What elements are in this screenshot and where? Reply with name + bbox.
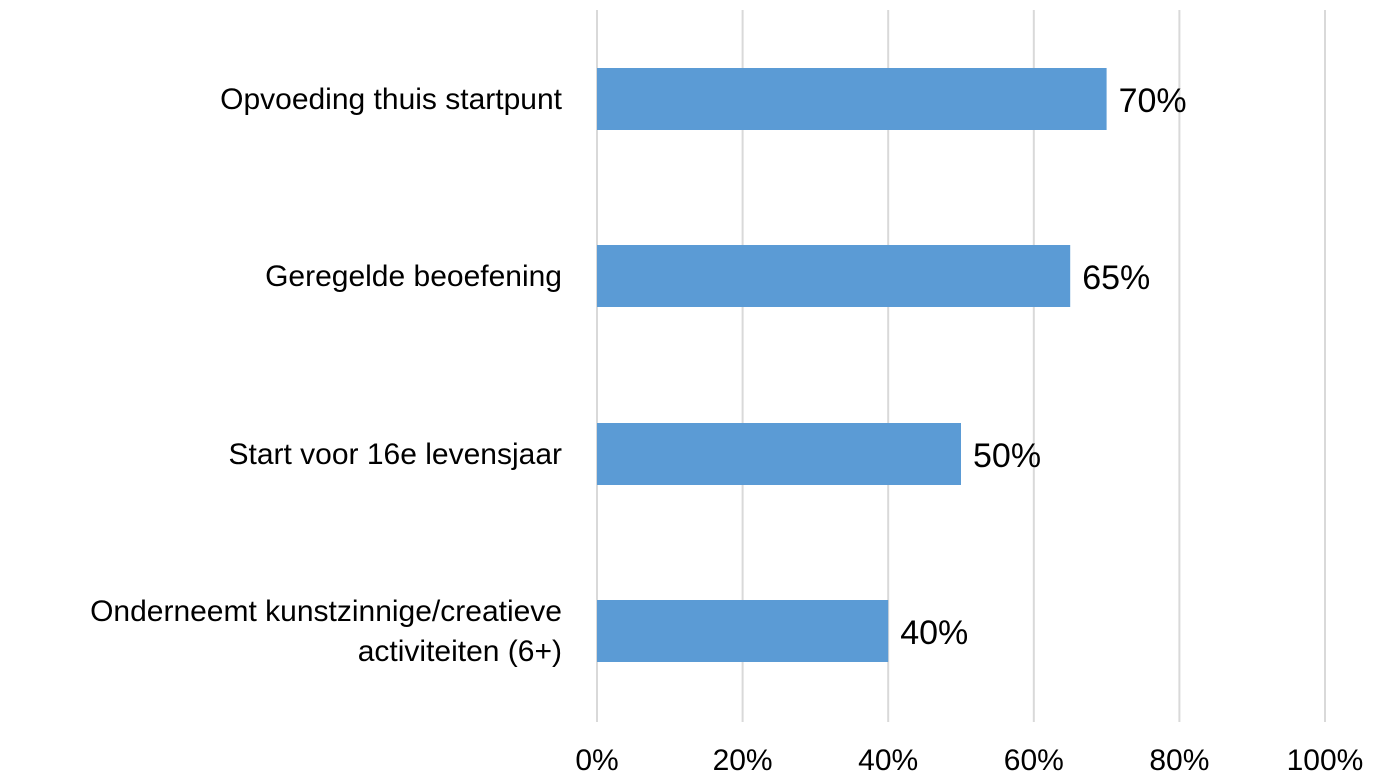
category-label: Start voor 16e levensjaar xyxy=(228,438,562,471)
x-tick-label: 100% xyxy=(1287,744,1364,777)
x-tick-label: 60% xyxy=(1004,744,1064,777)
bar xyxy=(597,600,889,662)
category-label: Onderneemt kunstzinnige/creatieve xyxy=(90,595,562,628)
category-label: activiteiten (6+) xyxy=(358,635,562,668)
x-tick-label: 0% xyxy=(575,744,618,777)
bar xyxy=(597,423,961,485)
bar-value-label: 70% xyxy=(1119,82,1187,120)
labels: 0% 20% 40% 60% 80% 100% 70% Opvoeding thuis sta… xyxy=(90,82,1363,777)
bar-value-label: 40% xyxy=(900,614,968,652)
category-label: Geregelde beoefening xyxy=(265,260,562,293)
x-tick-label: 20% xyxy=(713,744,773,777)
x-tick-label: 40% xyxy=(858,744,918,777)
category-label: Opvoeding thuis startpunt xyxy=(220,83,563,116)
x-tick-label: 80% xyxy=(1149,744,1209,777)
bar xyxy=(597,68,1107,130)
bars xyxy=(597,68,1107,662)
bar xyxy=(597,245,1071,307)
bar-value-label: 50% xyxy=(973,437,1041,475)
bar-value-label: 65% xyxy=(1082,259,1150,297)
